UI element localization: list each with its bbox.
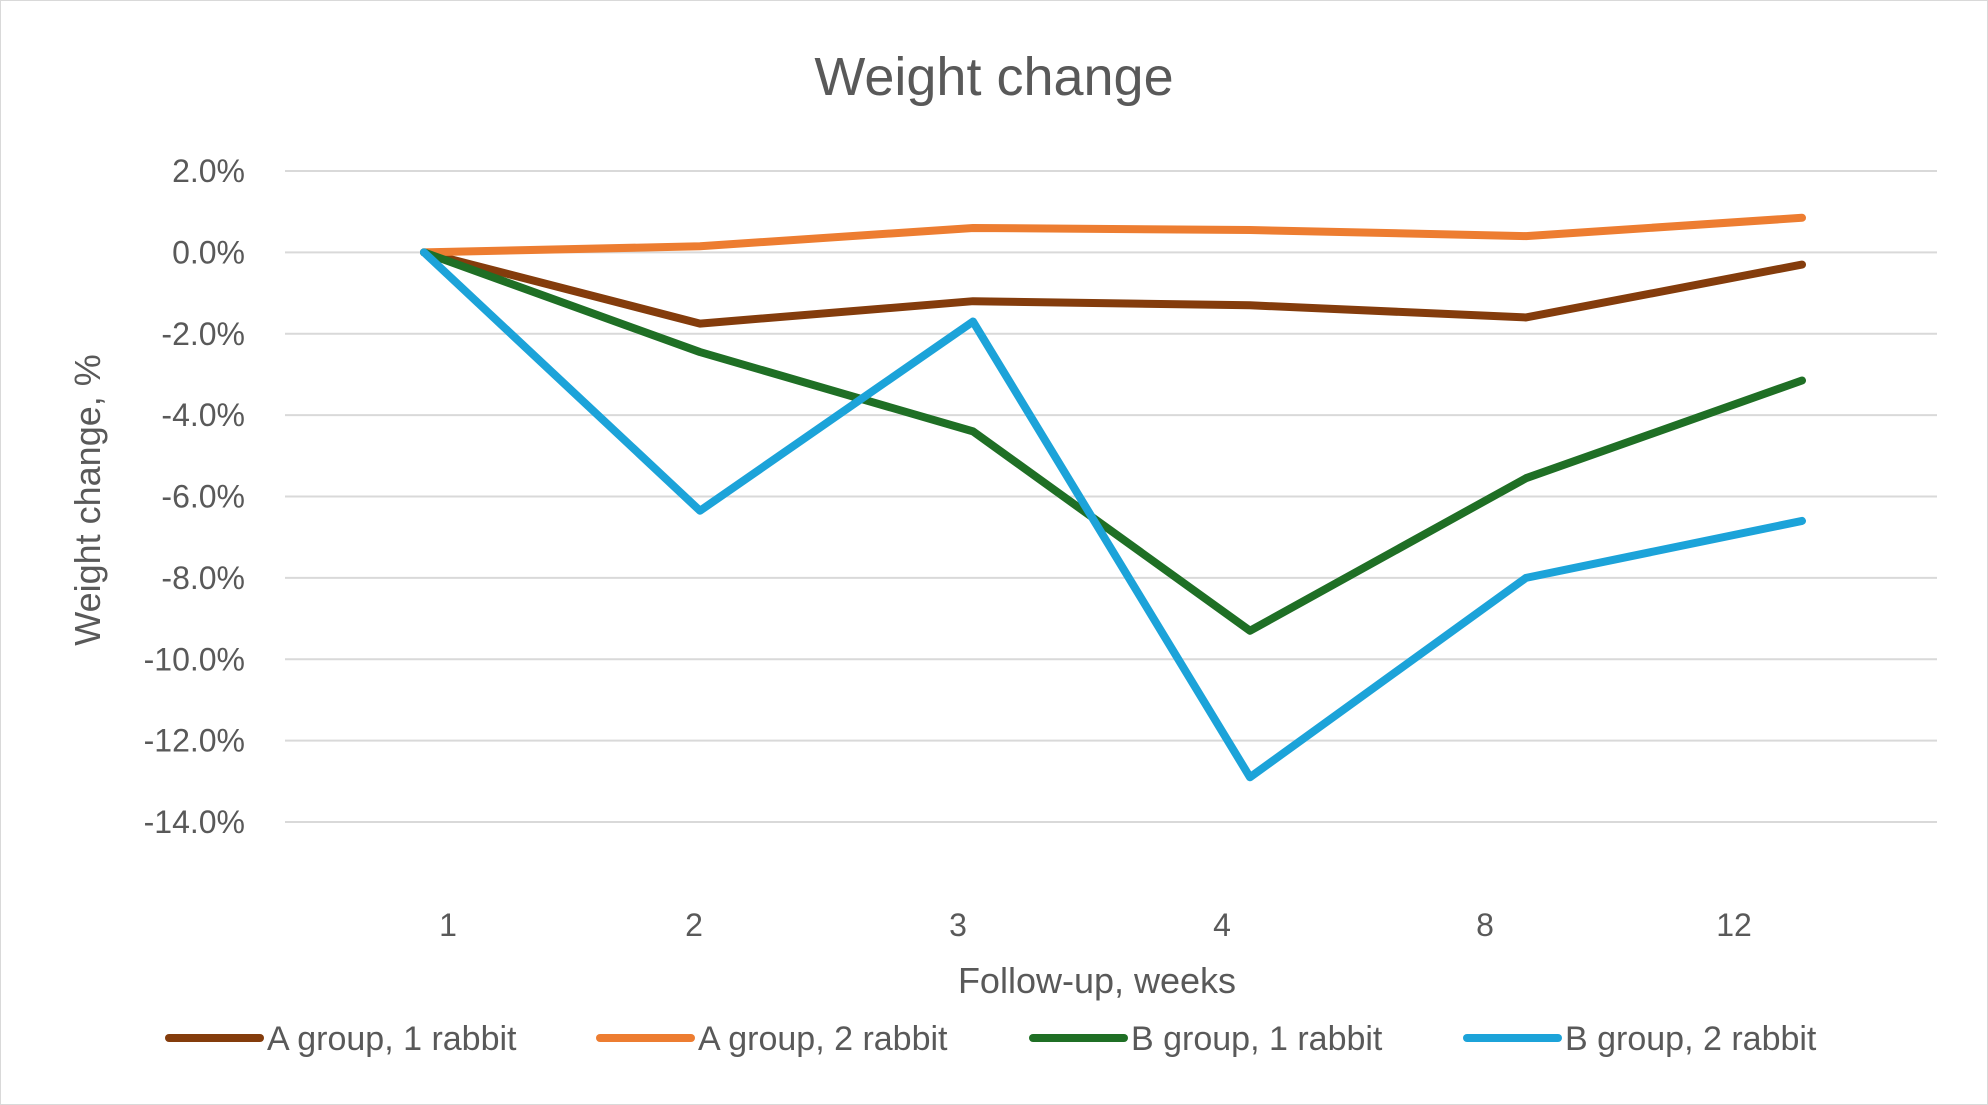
x-tick-label: 3 (949, 907, 967, 943)
gridlines (285, 170, 1937, 823)
legend-item: B group, 2 rabbit (1463, 1020, 1817, 1058)
x-axis-ticks: 1 2 3 4 8 12 (439, 907, 1752, 943)
chart-title: Weight change (814, 47, 1173, 107)
x-tick-label: 1 (439, 907, 457, 943)
y-tick-label: -4.0% (161, 397, 245, 433)
y-tick-label: -6.0% (161, 479, 245, 515)
y-tick-label: -2.0% (161, 316, 245, 352)
y-tick-label: 0.0% (172, 234, 245, 270)
series-lines (420, 213, 1806, 782)
legend-item: B group, 1 rabbit (1029, 1020, 1383, 1058)
x-axis-title: Follow-up, weeks (958, 960, 1236, 1001)
legend-label: B group, 1 rabbit (1131, 1020, 1383, 1058)
y-tick-label: -12.0% (144, 723, 245, 759)
series-line-1 (420, 248, 1806, 328)
x-tick-label: 4 (1213, 907, 1231, 943)
legend: A group, 1 rabbit A group, 2 rabbit B grou… (165, 1020, 1817, 1058)
y-tick-label: -10.0% (144, 641, 245, 677)
y-tick-label: 2.0% (172, 153, 245, 189)
y-tick-label: -14.0% (144, 804, 245, 840)
legend-label: A group, 2 rabbit (698, 1020, 948, 1058)
y-axis-title: Weight change, % (67, 354, 108, 646)
legend-item: A group, 2 rabbit (596, 1020, 948, 1058)
series-line-3 (420, 248, 1806, 635)
legend-label: B group, 2 rabbit (1565, 1020, 1817, 1058)
series-line-2 (420, 213, 1806, 257)
x-tick-label: 2 (685, 907, 703, 943)
y-axis-ticks: 2.0% 0.0% -2.0% -4.0% -6.0% -8.0% -10.0% -12.0%… (144, 153, 245, 840)
y-tick-label: -8.0% (161, 560, 245, 596)
x-tick-label: 12 (1716, 907, 1752, 943)
legend-label: A group, 1 rabbit (267, 1020, 517, 1058)
legend-item: A group, 1 rabbit (165, 1020, 517, 1058)
series-line-4 (420, 248, 1806, 782)
x-tick-label: 8 (1476, 907, 1494, 943)
